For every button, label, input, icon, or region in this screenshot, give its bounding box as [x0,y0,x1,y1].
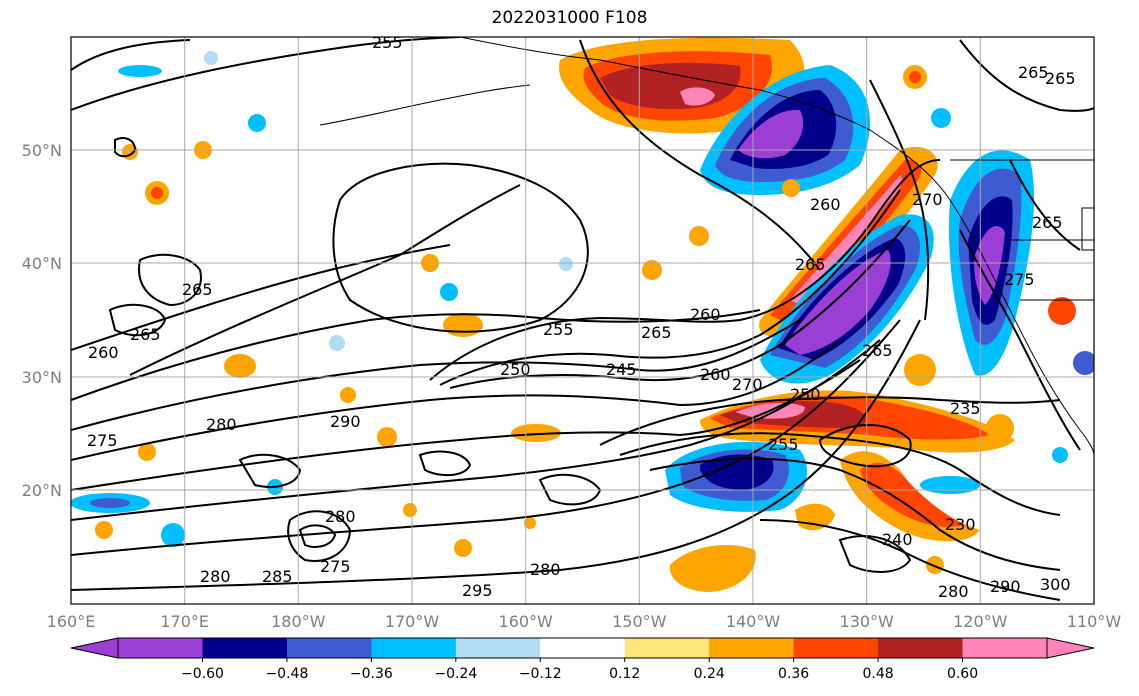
lon-tick-label: 170°E [160,612,209,631]
colorbar-segment [286,638,372,658]
colorbar: −0.60 −0.48 −0.36 −0.24 −0.12 0.12 0.24 0.36 0.4… [70,637,1095,682]
contour-label: 265 [1045,69,1076,88]
contour-label: 280 [530,560,561,579]
colorbar-tick-label: 0.48 [863,666,894,682]
contour-label: 265 [641,323,672,342]
contour-label: 285 [262,567,293,586]
contour-label: 260 [810,195,841,214]
contour-label: 275 [320,557,351,576]
contour-label: 260 [700,365,731,384]
lon-tick-label: 160°W [499,612,554,631]
lon-tick-label: 150°W [612,612,667,631]
contour-label: 235 [950,399,981,418]
lon-tick-label: 170°W [385,612,440,631]
lon-tick-labels: 160°E 170°E 180°W 170°W 160°W 150°W 140°… [47,612,1122,631]
lon-tick-label: 130°W [840,612,895,631]
contour-label: 290 [990,577,1021,596]
colorbar-segment [118,638,203,658]
anomaly-shading [71,37,1094,592]
graticule [71,37,1094,604]
colorbar-tick-label: −0.36 [350,666,393,682]
colorbar-tick-label: −0.48 [265,666,308,682]
colorbar-tick-label: 0.24 [694,666,725,682]
lon-tick-label: 180°W [271,612,326,631]
map-border [70,36,1095,605]
contour-label: 295 [462,581,493,600]
colorbar-segment [624,638,710,658]
colorbar-min-arrow [70,637,119,659]
map-area [71,37,1094,604]
colorbar-segment [371,638,457,658]
contour-label: 275 [1004,270,1035,289]
contour-label: 260 [690,305,721,324]
contour-label: 270 [912,190,943,209]
contour-label: 265 [1032,213,1063,232]
figure-title: 2022031000 F108 [491,8,648,28]
colorbar-max-arrow [1046,637,1095,659]
contour-label: 230 [945,515,976,534]
contour-label: 300 [1040,575,1071,594]
contour-label: 265 [1018,63,1049,82]
contour-label: 280 [206,415,237,434]
contour-label: 245 [606,360,637,379]
contour-label: 280 [200,567,231,586]
colorbar-tick-label: −0.12 [519,666,562,682]
height-contours [71,37,1094,601]
contour-label: 265 [862,341,893,360]
contour-label: 255 [372,33,403,52]
lat-tick-label: 20°N [22,481,62,500]
lon-tick-label: 160°E [47,612,96,631]
lat-tick-label: 30°N [22,368,62,387]
colorbar-tick-label: −0.60 [181,666,224,682]
contour-label: 265 [182,280,213,299]
lat-tick-label: 40°N [22,254,62,273]
contour-label: 255 [768,435,799,454]
colorbar-tick-label: 0.36 [778,666,809,682]
lat-tick-labels: 50°N 40°N 30°N 20°N [22,141,62,500]
colorbar-segment [202,638,288,658]
contour-label: 280 [938,582,969,601]
colorbar-segment [793,638,879,658]
contour-label: 270 [732,375,763,394]
colorbar-segment [878,638,964,658]
contour-label: 280 [325,507,356,526]
coastlines [319,37,1094,456]
lat-tick-label: 50°N [22,141,62,160]
contour-label: 275 [87,431,118,450]
contour-label: 265 [795,255,826,274]
contour-label: 250 [790,385,821,404]
contour-label: 260 [88,343,119,362]
lon-tick-label: 140°W [726,612,781,631]
colorbar-segment [962,638,1048,658]
colorbar-outline [117,637,1048,659]
contour-label: 290 [330,412,361,431]
colorbar-tick-label: 0.12 [609,666,640,682]
contour-label: 265 [130,325,161,344]
contour-label: 250 [500,360,531,379]
colorbar-segment [709,638,795,658]
contour-labels: 255 260 265 265 265 260 255 250 245 275 … [87,33,1076,601]
lon-tick-label: 120°W [953,612,1008,631]
colorbar-segment [540,638,626,658]
colorbar-segment [455,638,541,658]
contour-label: 240 [882,530,913,549]
contour-label: 255 [543,320,574,339]
lon-tick-label: 110°W [1067,612,1122,631]
colorbar-tick-label: 0.60 [947,666,978,682]
colorbar-tick-label: −0.24 [434,666,477,682]
